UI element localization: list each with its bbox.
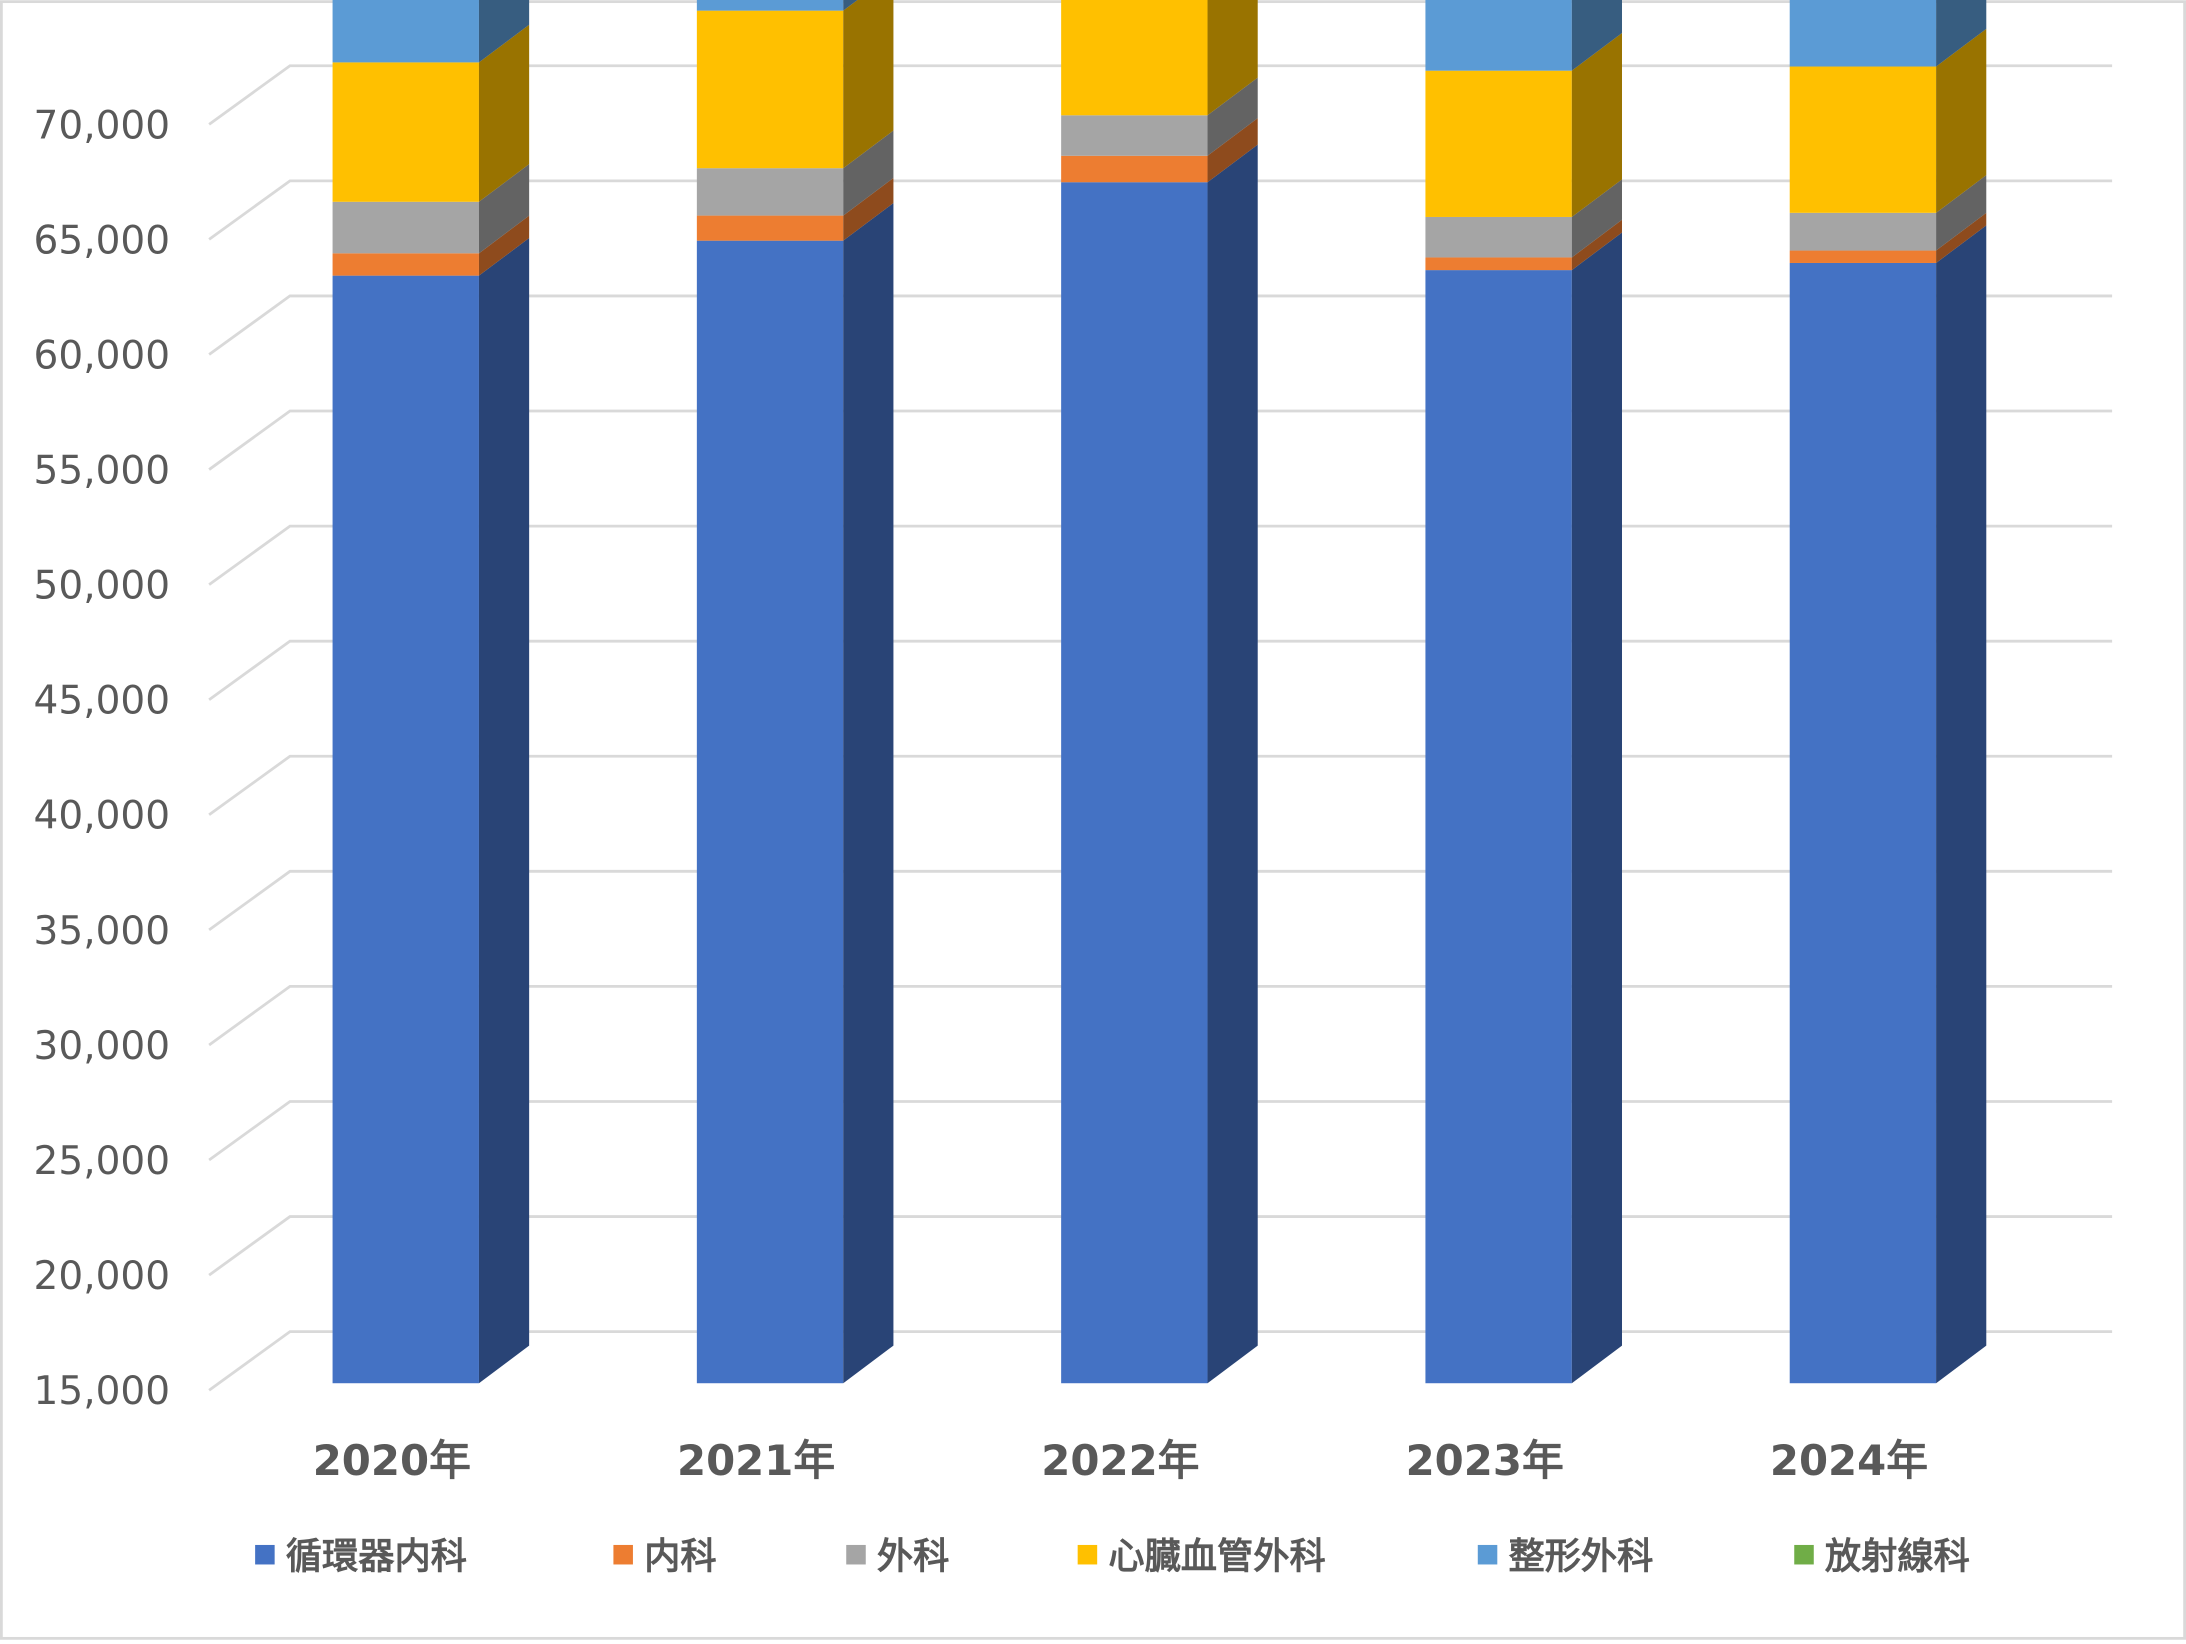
y-tick-label: 30,000 [34,1024,171,1069]
bar-front [1789,262,1937,1384]
y-tick-label: 60,000 [34,333,171,378]
bar-side [1936,212,1987,263]
bar-front [1061,155,1208,183]
y-tick-label: 70,000 [34,103,171,148]
bar-side [843,0,894,169]
x-tick-label: 2023年 [1406,1436,1564,1485]
y-tick-label: 20,000 [34,1254,171,1299]
legend-label: 循環器内科 [286,1535,467,1578]
y-tick-label: 45,000 [34,679,171,724]
bar-side [1571,219,1623,271]
bar-side [1571,0,1623,71]
bar-front [1425,257,1572,271]
bar-front [696,10,844,169]
bar-side [478,215,530,276]
bar-front [1425,270,1572,1384]
bar-side [1207,0,1258,116]
legend-label: 放射線科 [1825,1535,1970,1578]
y-tick-label: 65,000 [34,218,171,263]
legend-label: 外科 [877,1535,949,1578]
legend-label: 心臓血管外科 [1108,1535,1325,1578]
x-tick-label: 2020年 [313,1436,471,1485]
bar-front [696,240,844,1384]
y-tick-label: 15,000 [34,1369,171,1414]
bar-side [843,203,894,1384]
bar-front [332,275,479,1384]
legend-swatch [846,1544,866,1565]
bar-front [1789,0,1937,67]
bar-side [1936,28,1987,213]
bar-side [1571,179,1623,258]
x-tick-label: 2021年 [677,1436,835,1485]
bar-front [696,215,844,241]
bar-front [1425,70,1572,217]
legend-swatch [1794,1544,1814,1565]
bar-front [1425,216,1572,258]
bar-side [843,177,894,241]
bar-front [1789,212,1937,251]
legend-swatch [1477,1544,1498,1565]
bar-side [1207,77,1258,156]
bar-front [332,62,479,202]
bar-front [1789,66,1937,213]
bar-front [1425,0,1572,71]
bar-front [332,201,479,254]
legend-label: 内科 [644,1535,716,1578]
x-tick-label: 2024年 [1770,1436,1928,1485]
bar-side [478,164,530,254]
bar-side [1207,144,1258,1384]
y-tick-label: 40,000 [34,794,171,839]
bar-side [1936,225,1987,1384]
bar-front [1789,250,1937,263]
legend-swatch [1077,1544,1098,1565]
bar-front [1061,115,1208,156]
y-tick-label: 55,000 [34,449,171,494]
bar-front [332,0,479,63]
bar-side [1207,118,1258,183]
y-tick-label: 50,000 [34,564,171,609]
y-tick-label: 35,000 [34,909,171,954]
legend-swatch [255,1544,275,1565]
bar-side [1571,33,1623,217]
bar-side [478,24,530,202]
y-tick-label: 25,000 [34,1139,171,1184]
bar-front [696,168,844,216]
bar-side [478,0,530,63]
bar-front [1061,0,1208,116]
bar-side [843,130,894,216]
bar-side [478,237,530,1384]
bar-side [843,0,858,11]
bar-front [1061,182,1208,1384]
legend-label: 整形外科 [1508,1535,1653,1578]
bar-side [1936,175,1987,251]
bar-front [332,253,479,276]
x-tick-label: 2022年 [1041,1436,1199,1485]
bar-side [1571,232,1623,1384]
bar-side [1936,0,1987,67]
bar-front [696,0,844,11]
legend-swatch [613,1544,633,1565]
